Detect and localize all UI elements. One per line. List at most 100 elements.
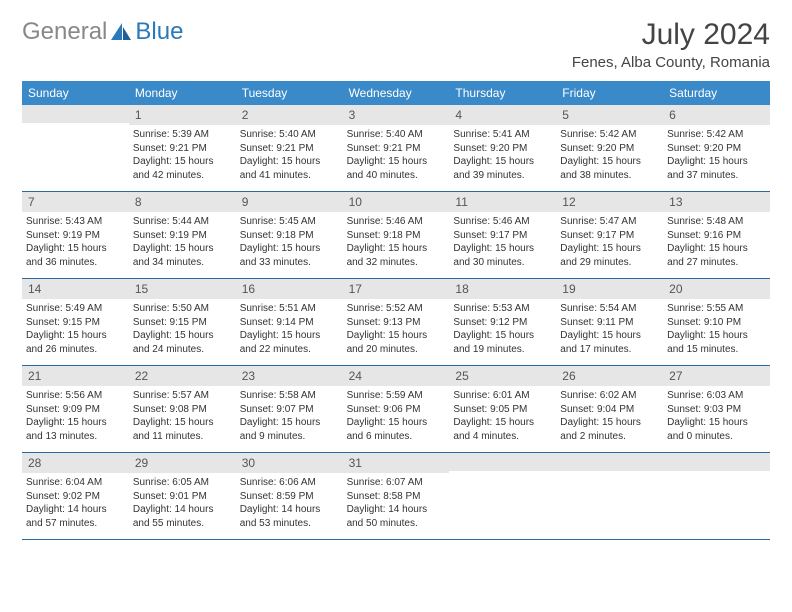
header: General Blue July 2024 Fenes, Alba Count…: [22, 18, 770, 71]
day-number: 28: [22, 453, 129, 473]
day-details: Sunrise: 6:01 AMSunset: 9:05 PMDaylight:…: [453, 389, 552, 443]
week-row: 14Sunrise: 5:49 AMSunset: 9:15 PMDayligh…: [22, 279, 770, 366]
day-number: 24: [343, 366, 450, 386]
location-label: Fenes, Alba County, Romania: [572, 54, 770, 71]
day-details: Sunrise: 5:44 AMSunset: 9:19 PMDaylight:…: [133, 215, 232, 269]
day-details: Sunrise: 6:06 AMSunset: 8:59 PMDaylight:…: [240, 476, 339, 530]
day-details: Sunrise: 5:57 AMSunset: 9:08 PMDaylight:…: [133, 389, 232, 443]
day-cell: 5 Sunrise: 5:42 AMSunset: 9:20 PMDaylight…: [556, 105, 663, 191]
day-cell: 3Sunrise: 5:40 AMSunset: 9:21 PMDaylight…: [343, 105, 450, 191]
day-cell: 8Sunrise: 5:44 AMSunset: 9:19 PMDaylight…: [129, 192, 236, 278]
day-number: [556, 453, 663, 471]
weekday-header: Monday: [129, 81, 236, 105]
day-details: Sunrise: 6:07 AMSunset: 8:58 PMDaylight:…: [347, 476, 446, 530]
day-number: [22, 105, 129, 123]
logo-text-gray: General: [22, 18, 107, 46]
day-details: Sunrise: 6:03 AMSunset: 9:03 PMDaylight:…: [667, 389, 766, 443]
day-cell: 19 Sunrise: 5:54 AMSunset: 9:11 PMDayligh…: [556, 279, 663, 365]
day-number: 15: [129, 279, 236, 299]
day-number: 21: [22, 366, 129, 386]
day-number: 11: [449, 192, 556, 212]
day-details: Sunrise: 5:42 AMSunset: 9:20 PMDaylight:…: [560, 128, 659, 182]
day-number: [663, 453, 770, 471]
day-details: Sunrise: 5:46 AMSunset: 9:18 PMDaylight:…: [347, 215, 446, 269]
page-title: July 2024: [572, 18, 770, 52]
day-number: 16: [236, 279, 343, 299]
weekday-header: Friday: [556, 81, 663, 105]
week-row: 1Sunrise: 5:39 AMSunset: 9:21 PMDaylight…: [22, 105, 770, 192]
day-cell: [663, 453, 770, 539]
day-details: Sunrise: 5:53 AMSunset: 9:12 PMDaylight:…: [453, 302, 552, 356]
day-cell: 13Sunrise: 5:48 AMSunset: 9:16 PMDayligh…: [663, 192, 770, 278]
day-number: 25: [449, 366, 556, 386]
day-number: 9: [236, 192, 343, 212]
day-details: Sunrise: 5:41 AMSunset: 9:20 PMDaylight:…: [453, 128, 552, 182]
day-details: Sunrise: 5:45 AMSunset: 9:18 PMDaylight:…: [240, 215, 339, 269]
day-details: Sunrise: 5:40 AMSunset: 9:21 PMDaylight:…: [240, 128, 339, 182]
day-cell: 29Sunrise: 6:05 AMSunset: 9:01 PMDayligh…: [129, 453, 236, 539]
title-block: July 2024 Fenes, Alba County, Romania: [572, 18, 770, 71]
weekday-header: Sunday: [22, 81, 129, 105]
day-cell: 27 Sunrise: 6:03 AMSunset: 9:03 PMDayligh…: [663, 366, 770, 452]
day-cell: 28Sunrise: 6:04 AMSunset: 9:02 PMDayligh…: [22, 453, 129, 539]
day-number: 4: [449, 105, 556, 125]
day-cell: 30 Sunrise: 6:06 AMSunset: 8:59 PMDayligh…: [236, 453, 343, 539]
day-cell: 21 Sunrise: 5:56 AMSunset: 9:09 PMDayligh…: [22, 366, 129, 452]
day-cell: 25 Sunrise: 6:01 AMSunset: 9:05 PMDayligh…: [449, 366, 556, 452]
day-details: Sunrise: 5:58 AMSunset: 9:07 PMDaylight:…: [240, 389, 339, 443]
day-cell: 1Sunrise: 5:39 AMSunset: 9:21 PMDaylight…: [129, 105, 236, 191]
weeks-container: 1Sunrise: 5:39 AMSunset: 9:21 PMDaylight…: [22, 105, 770, 540]
day-cell: 14Sunrise: 5:49 AMSunset: 9:15 PMDayligh…: [22, 279, 129, 365]
day-cell: 10 Sunrise: 5:46 AMSunset: 9:18 PMDayligh…: [343, 192, 450, 278]
day-cell: [22, 105, 129, 191]
day-number: 13: [663, 192, 770, 212]
day-cell: 31 Sunrise: 6:07 AMSunset: 8:58 PMDayligh…: [343, 453, 450, 539]
day-cell: [449, 453, 556, 539]
day-cell: 12 Sunrise: 5:47 AMSunset: 9:17 PMDayligh…: [556, 192, 663, 278]
day-number: 3: [343, 105, 450, 125]
day-number: [449, 453, 556, 471]
day-details: Sunrise: 6:02 AMSunset: 9:04 PMDaylight:…: [560, 389, 659, 443]
day-number: 17: [343, 279, 450, 299]
day-cell: 23Sunrise: 5:58 AMSunset: 9:07 PMDayligh…: [236, 366, 343, 452]
day-details: Sunrise: 6:05 AMSunset: 9:01 PMDaylight:…: [133, 476, 232, 530]
day-cell: 22Sunrise: 5:57 AMSunset: 9:08 PMDayligh…: [129, 366, 236, 452]
logo-text-blue: Blue: [135, 18, 183, 46]
day-cell: 24 Sunrise: 5:59 AMSunset: 9:06 PMDayligh…: [343, 366, 450, 452]
day-cell: 16Sunrise: 5:51 AMSunset: 9:14 PMDayligh…: [236, 279, 343, 365]
day-cell: 18Sunrise: 5:53 AMSunset: 9:12 PMDayligh…: [449, 279, 556, 365]
day-details: Sunrise: 5:56 AMSunset: 9:09 PMDaylight:…: [26, 389, 125, 443]
weekday-header: Thursday: [449, 81, 556, 105]
day-cell: 2 Sunrise: 5:40 AMSunset: 9:21 PMDaylight…: [236, 105, 343, 191]
day-details: Sunrise: 5:46 AMSunset: 9:17 PMDaylight:…: [453, 215, 552, 269]
day-number: 7: [22, 192, 129, 212]
day-number: 5: [556, 105, 663, 125]
weekday-header: Wednesday: [343, 81, 450, 105]
day-cell: 15Sunrise: 5:50 AMSunset: 9:15 PMDayligh…: [129, 279, 236, 365]
day-number: 26: [556, 366, 663, 386]
day-cell: 9 Sunrise: 5:45 AMSunset: 9:18 PMDaylight…: [236, 192, 343, 278]
day-number: 2: [236, 105, 343, 125]
week-row: 7 Sunrise: 5:43 AMSunset: 9:19 PMDaylight…: [22, 192, 770, 279]
day-details: Sunrise: 5:54 AMSunset: 9:11 PMDaylight:…: [560, 302, 659, 356]
day-details: Sunrise: 5:47 AMSunset: 9:17 PMDaylight:…: [560, 215, 659, 269]
day-cell: 17 Sunrise: 5:52 AMSunset: 9:13 PMDayligh…: [343, 279, 450, 365]
day-cell: 7 Sunrise: 5:43 AMSunset: 9:19 PMDaylight…: [22, 192, 129, 278]
day-cell: 4 Sunrise: 5:41 AMSunset: 9:20 PMDaylight…: [449, 105, 556, 191]
day-number: 6: [663, 105, 770, 125]
day-number: 12: [556, 192, 663, 212]
day-number: 10: [343, 192, 450, 212]
day-number: 27: [663, 366, 770, 386]
day-number: 30: [236, 453, 343, 473]
day-details: Sunrise: 5:59 AMSunset: 9:06 PMDaylight:…: [347, 389, 446, 443]
day-number: 19: [556, 279, 663, 299]
day-details: Sunrise: 5:52 AMSunset: 9:13 PMDaylight:…: [347, 302, 446, 356]
day-number: 14: [22, 279, 129, 299]
day-details: Sunrise: 5:39 AMSunset: 9:21 PMDaylight:…: [133, 128, 232, 182]
day-details: Sunrise: 5:42 AMSunset: 9:20 PMDaylight:…: [667, 128, 766, 182]
day-details: Sunrise: 5:43 AMSunset: 9:19 PMDaylight:…: [26, 215, 125, 269]
day-number: 31: [343, 453, 450, 473]
day-number: 20: [663, 279, 770, 299]
week-row: 28Sunrise: 6:04 AMSunset: 9:02 PMDayligh…: [22, 453, 770, 540]
weekday-header-row: SundayMondayTuesdayWednesdayThursdayFrid…: [22, 81, 770, 105]
